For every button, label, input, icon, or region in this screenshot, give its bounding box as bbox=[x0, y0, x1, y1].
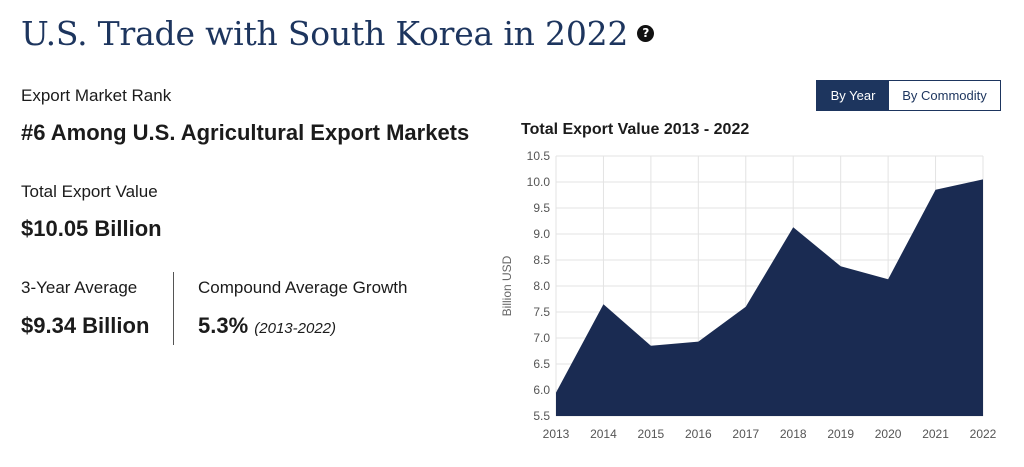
x-tick-label: 2019 bbox=[827, 427, 854, 441]
rank-label: Export Market Rank bbox=[21, 86, 172, 105]
question-circle-icon[interactable]: ? bbox=[637, 24, 655, 42]
x-tick-label: 2013 bbox=[543, 427, 570, 441]
x-axis-ticks: 2013 2014 2015 2016 2017 2018 2019 2020 2021 2022 bbox=[543, 427, 997, 441]
view-toggle: By Year By Commodity bbox=[816, 80, 1001, 111]
y-tick-label: 8.0 bbox=[533, 279, 550, 293]
x-tick-label: 2014 bbox=[590, 427, 617, 441]
y-tick-label: 9.0 bbox=[533, 227, 550, 241]
y-tick-label: 6.0 bbox=[533, 383, 550, 397]
y-tick-label: 7.5 bbox=[533, 305, 550, 319]
y-axis-title: Billion USD bbox=[500, 255, 514, 316]
export-value-area bbox=[556, 179, 983, 416]
y-tick-label: 8.5 bbox=[533, 253, 550, 267]
compound-growth-period: (2013-2022) bbox=[254, 320, 337, 337]
three-year-average-value: $9.34 Billion bbox=[21, 313, 150, 338]
x-tick-label: 2021 bbox=[922, 427, 949, 441]
three-year-average-label: 3-Year Average bbox=[21, 278, 138, 297]
stats-divider bbox=[173, 272, 174, 345]
rank-value: #6 Among U.S. Agricultural Export Market… bbox=[21, 120, 470, 145]
x-tick-label: 2017 bbox=[732, 427, 759, 441]
total-export-value: $10.05 Billion bbox=[21, 216, 162, 241]
total-export-label: Total Export Value bbox=[21, 182, 158, 201]
x-tick-label: 2020 bbox=[875, 427, 902, 441]
y-axis-ticks: 5.5 6.0 6.5 7.0 7.5 8.0 8.5 9.0 9.5 10.0 10.5 bbox=[527, 149, 551, 423]
y-tick-label: 10.5 bbox=[527, 149, 551, 163]
export-value-area-chart: 5.5 6.0 6.5 7.0 7.5 8.0 8.5 9.0 9.5 10.0 10.5 2013… bbox=[500, 149, 997, 441]
y-tick-label: 5.5 bbox=[533, 409, 550, 423]
compound-growth-percent: 5.3% bbox=[198, 313, 249, 338]
compound-growth-value: 5.3% (2013-2022) bbox=[198, 313, 336, 339]
y-tick-label: 10.0 bbox=[527, 175, 551, 189]
y-tick-label: 9.5 bbox=[533, 201, 550, 215]
by-commodity-button[interactable]: By Commodity bbox=[889, 81, 1000, 110]
x-tick-label: 2022 bbox=[970, 427, 997, 441]
page-title: U.S. Trade with South Korea in 2022? bbox=[21, 14, 655, 53]
y-tick-label: 7.0 bbox=[533, 331, 550, 345]
x-tick-label: 2015 bbox=[638, 427, 665, 441]
y-tick-label: 6.5 bbox=[533, 357, 550, 371]
chart-title: Total Export Value 2013 - 2022 bbox=[521, 121, 750, 138]
x-tick-label: 2018 bbox=[780, 427, 807, 441]
page-title-text: U.S. Trade with South Korea in 2022 bbox=[21, 14, 629, 53]
compound-growth-label: Compound Average Growth bbox=[198, 278, 408, 297]
by-year-button[interactable]: By Year bbox=[817, 81, 889, 110]
x-tick-label: 2016 bbox=[685, 427, 712, 441]
